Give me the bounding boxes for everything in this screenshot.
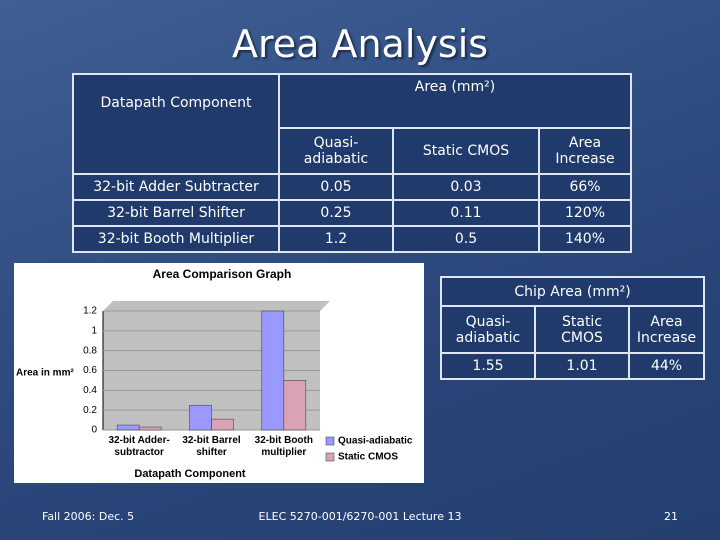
footer-course: ELEC 5270-001/6270-001 Lecture 13 [258, 510, 462, 523]
table-cell: 1.01 [534, 352, 630, 380]
y-tick-label: 0.2 [83, 405, 97, 416]
table-cell: 32-bit Booth Multiplier [72, 225, 280, 253]
table-cell: 120% [538, 199, 632, 227]
table-cell: 1.55 [440, 352, 536, 380]
x-tick-label: 32-bit Adder-subtractor [108, 435, 170, 458]
chart: Area Comparison Graph Area in mm² Datapa… [14, 263, 424, 483]
table-cell: 0.03 [392, 173, 540, 201]
table-row: 1.55 1.01 44% [440, 352, 705, 380]
legend-swatch [325, 436, 335, 446]
table-cell: 0.25 [278, 199, 394, 227]
x-axis-label: Datapath Component [134, 468, 246, 480]
table-row: 32-bit Booth Multiplier 1.2 0.5 140% [72, 225, 632, 253]
col-header: Area Increase [538, 127, 632, 175]
col-header: Area Increase [628, 305, 705, 354]
col-header: Quasi-adiabatic [278, 127, 394, 175]
y-tick-label: 0.8 [83, 345, 97, 356]
area-table: Datapath Component Area (mm²) Quasi-adia… [72, 73, 632, 253]
col-header: Static CMOS [534, 305, 630, 354]
footer-date: Fall 2006: Dec. 5 [42, 510, 135, 523]
x-tick-label: 32-bit Barrel shifter [182, 435, 241, 458]
group-header: Area (mm²) [278, 73, 632, 129]
table-cell: 0.05 [278, 173, 394, 201]
legend-label: Static CMOS [338, 452, 398, 463]
table-row: 32-bit Adder Subtracter 0.05 0.03 66% [72, 173, 632, 201]
bar [261, 310, 285, 431]
chip-title: Chip Area (mm²) [440, 276, 705, 307]
table-cell: 140% [538, 225, 632, 253]
slide-title: Area Analysis [231, 22, 489, 66]
row-header: Datapath Component [72, 73, 280, 175]
page-number: 21 [664, 510, 678, 523]
legend-swatch [325, 452, 335, 462]
bar [189, 404, 212, 431]
x-tick-label: 32-bit Booth multiplier [254, 435, 313, 458]
y-tick-label: 0.4 [83, 385, 97, 396]
legend-label: Quasi-adiabatic [338, 436, 413, 447]
chip-table: Chip Area (mm²) Quasi-adiabatic Static CM… [440, 276, 705, 380]
chart-svg: Area Comparison Graph Area in mm² Datapa… [16, 267, 413, 480]
bar [211, 418, 234, 431]
y-tick-label: 1 [91, 325, 97, 336]
table-cell: 32-bit Barrel Shifter [72, 199, 280, 227]
chart-title: Area Comparison Graph [153, 267, 292, 281]
table-cell: 32-bit Adder Subtracter [72, 173, 280, 201]
table-cell: 44% [628, 352, 705, 380]
y-tick-label: 0 [91, 425, 97, 436]
y-tick-label: 1.2 [83, 306, 97, 317]
table-cell: 0.5 [392, 225, 540, 253]
col-header: Quasi-adiabatic [440, 305, 536, 354]
bar [138, 426, 162, 431]
bar [283, 380, 307, 431]
table-cell: 1.2 [278, 225, 394, 253]
table-cell: 0.11 [392, 199, 540, 227]
col-header: Static CMOS [392, 127, 540, 175]
table-row: 32-bit Barrel Shifter 0.25 0.11 120% [72, 199, 632, 227]
y-tick-label: 0.6 [83, 365, 97, 376]
y-axis-label: Area in mm² [16, 368, 74, 379]
bar [116, 424, 140, 431]
table-cell: 66% [538, 173, 632, 201]
